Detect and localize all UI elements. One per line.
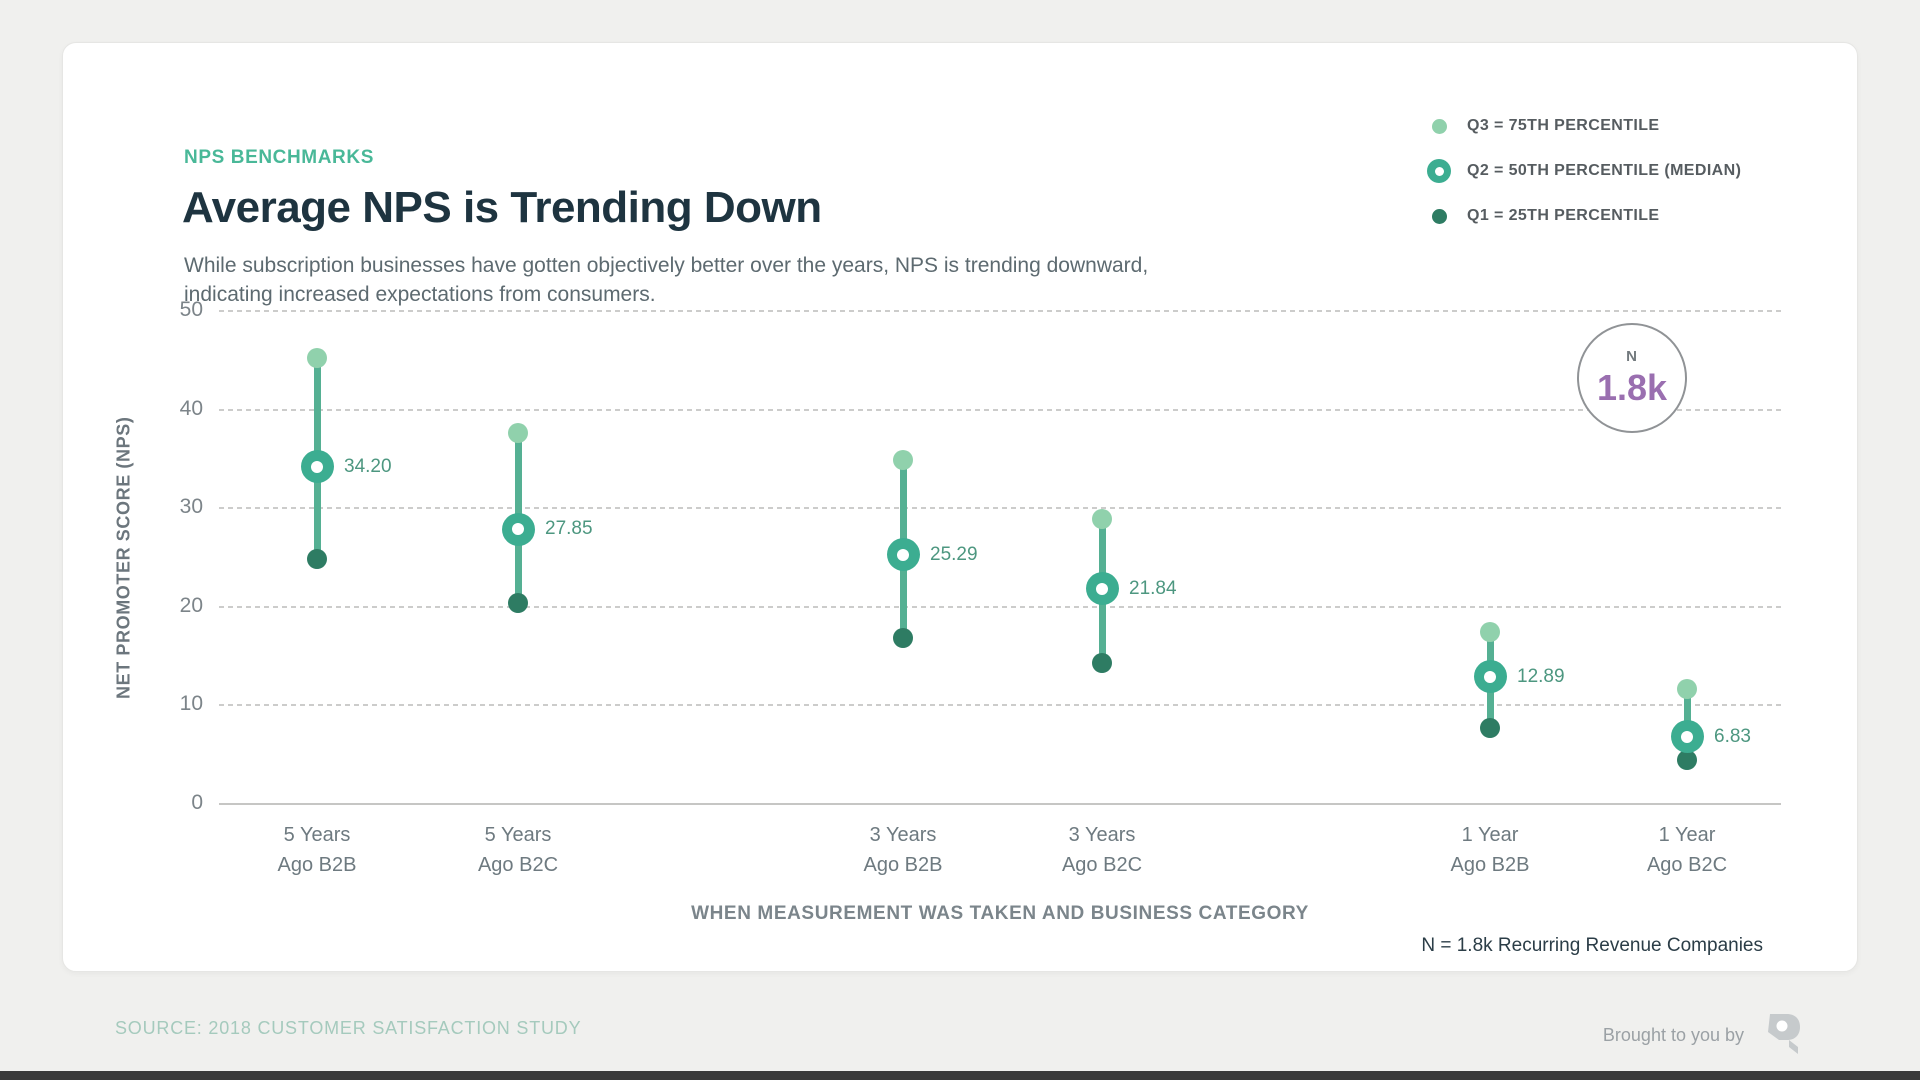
median-value-label: 6.83 <box>1714 725 1751 747</box>
legend-item-q1: Q1 = 25TH PERCENTILE <box>1426 203 1741 229</box>
gridline-50 <box>219 310 1781 312</box>
sample-size-label: N <box>1626 347 1638 365</box>
q1-dot <box>893 628 913 649</box>
x-tick-label: 5 Years Ago B2C <box>477 824 559 876</box>
y-axis-title: NET PROMOTER SCORE (NPS) <box>113 416 134 699</box>
gridline-10 <box>219 704 1781 707</box>
x-tick-label: 3 Years Ago B2C <box>1061 824 1143 876</box>
y-tick-label: 40 <box>179 396 203 420</box>
legend-label: Q2 = 50TH PERCENTILE (MEDIAN) <box>1467 162 1742 179</box>
median-value-label: 12.89 <box>1517 665 1565 687</box>
q3-dot <box>893 449 913 470</box>
q3-dot <box>1677 678 1697 699</box>
brand-attribution: Brought to you by <box>1603 1012 1802 1059</box>
median-value-label: 21.84 <box>1129 577 1177 599</box>
median-ring <box>501 512 535 546</box>
legend-label: Q3 = 75TH PERCENTILE <box>1467 117 1660 134</box>
median-value-label: 25.29 <box>930 543 978 565</box>
x-tick-label: 1 Year Ago B2C <box>1646 824 1728 876</box>
median-value-label: 34.20 <box>344 455 392 477</box>
gridline-20 <box>219 605 1781 608</box>
q3-dot-icon <box>1426 118 1452 134</box>
gridline-30 <box>219 507 1781 510</box>
median-ring <box>1670 720 1704 754</box>
page-title: Average NPS is Trending Down <box>182 183 822 232</box>
sample-size-badge: N 1.8k <box>1577 323 1687 433</box>
q1-dot <box>508 592 528 613</box>
median-ring <box>1085 572 1119 606</box>
q3-dot <box>1480 622 1500 643</box>
y-tick-label: 30 <box>179 495 203 519</box>
q2-ring-icon <box>1426 159 1452 183</box>
chart-card: NPS BENCHMARKS Average NPS is Trending D… <box>62 42 1858 972</box>
sample-size-value: 1.8k <box>1596 366 1668 408</box>
subtitle-line-2: indicating increased expectations from c… <box>184 283 656 306</box>
y-tick-label: 0 <box>191 791 203 814</box>
q1-dot <box>1677 749 1697 770</box>
y-tick-label: 10 <box>179 692 203 716</box>
x-axis-baseline <box>219 803 1781 805</box>
q1-dot-icon <box>1426 208 1452 224</box>
y-tick-label: 50 <box>179 298 203 321</box>
median-value-label: 27.85 <box>545 518 593 540</box>
legend: Q3 = 75TH PERCENTILE Q2 = 50TH PERCENTIL… <box>1426 113 1741 248</box>
profitwell-logo-icon <box>1758 1012 1802 1059</box>
source-credit: SOURCE: 2018 CUSTOMER SATISFACTION STUDY <box>115 1018 582 1038</box>
q3-dot <box>1092 509 1112 530</box>
y-tick-label: 20 <box>179 593 203 617</box>
legend-item-q3: Q3 = 75TH PERCENTILE <box>1426 113 1741 139</box>
plot-area: 0 10 20 30 40 50 34.20 5 Years Ago B2B 27.85 5 Yea… <box>180 298 1781 876</box>
median-ring <box>886 538 920 572</box>
subtitle: While subscription businesses have gotte… <box>184 251 1148 309</box>
legend-item-q2: Q2 = 50TH PERCENTILE (MEDIAN) <box>1426 158 1741 184</box>
subtitle-line-1: While subscription businesses have gotte… <box>184 254 1149 277</box>
legend-label: Q1 = 25TH PERCENTILE <box>1467 207 1660 224</box>
x-axis-title: WHEN MEASUREMENT WAS TAKEN AND BUSINESS … <box>691 903 1309 924</box>
bottom-edge-bar <box>0 1071 1920 1080</box>
q3-dot <box>307 348 327 369</box>
x-tick-label: 1 Year Ago B2B <box>1450 824 1530 876</box>
q3-dot <box>508 423 528 444</box>
median-ring <box>300 450 334 484</box>
q1-dot <box>1092 653 1112 673</box>
x-tick-label: 3 Years Ago B2B <box>863 824 943 876</box>
median-ring <box>1473 660 1507 694</box>
brought-by-text: Brought to you by <box>1602 1025 1744 1045</box>
q1-dot <box>1480 718 1500 739</box>
x-tick-label: 5 Years Ago B2B <box>277 824 357 876</box>
q1-dot <box>307 549 327 570</box>
sample-size-footnote: N = 1.8k Recurring Revenue Companies <box>1421 935 1763 956</box>
gridline-40 <box>219 408 1781 411</box>
eyebrow: NPS BENCHMARKS <box>184 147 374 168</box>
